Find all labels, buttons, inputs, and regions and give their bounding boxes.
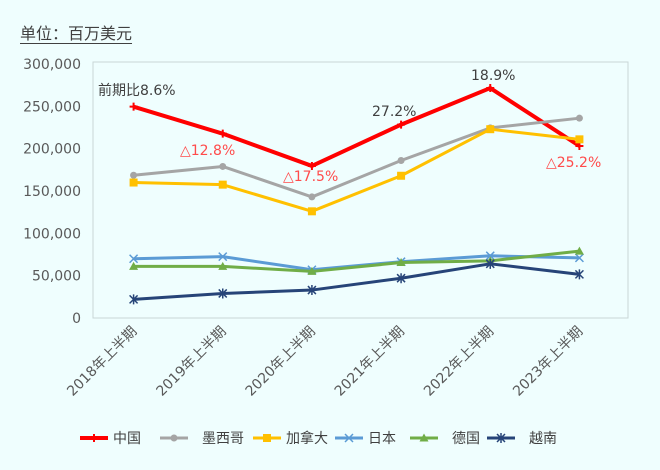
marker-triangle: [218, 261, 228, 270]
x-tick-label: 2021年上半期: [332, 324, 408, 400]
x-tick-label: 2019年上半期: [153, 324, 229, 400]
marker-star: [485, 258, 495, 269]
y-tick-label: 250,000: [23, 99, 81, 115]
marker-circle: [397, 157, 405, 165]
x-tick-label: 2023年上半期: [510, 324, 586, 400]
series-line: [133, 116, 580, 199]
annotation-label: △25.2%: [546, 155, 601, 171]
legend-label: 墨西哥: [202, 431, 244, 447]
legend-label: 日本: [368, 431, 396, 447]
marker-circle: [219, 162, 227, 170]
x-tick-label: 2022年上半期: [421, 324, 497, 400]
legend-item: 德国: [410, 431, 480, 447]
plot-area: [92, 61, 629, 319]
unit-label: 单位：百万美元: [20, 24, 133, 43]
marker-star: [574, 269, 584, 280]
y-tick-label: 300,000: [23, 57, 81, 73]
marker-plus: [218, 129, 227, 138]
series-2: [129, 125, 584, 216]
series-line: [133, 86, 581, 168]
annotation-label: 27.2%: [372, 104, 416, 120]
annotation-label: 前期比8.6%: [98, 82, 176, 99]
marker-square: [575, 135, 584, 144]
marker-square: [129, 178, 138, 187]
legend-item: 越南: [487, 431, 557, 447]
y-tick-label: 150,000: [23, 184, 81, 200]
marker-square: [218, 180, 227, 189]
series-line: [133, 262, 580, 301]
annotation-label: 18.9%: [471, 68, 515, 84]
marker-circle: [130, 171, 138, 179]
annotation-label: △12.8%: [180, 143, 235, 159]
marker-square: [397, 171, 406, 180]
legend-label: 德国: [452, 431, 480, 447]
series-line: [133, 127, 580, 213]
annotation-label: △17.5%: [283, 169, 338, 185]
marker-star: [496, 433, 506, 443]
y-tick-label: 0: [72, 311, 81, 327]
legend-item: 墨西哥: [160, 431, 244, 447]
marker-x: [129, 254, 139, 264]
marker-plus: [129, 102, 138, 111]
y-tick-label: 50,000: [32, 269, 81, 285]
marker-square: [486, 125, 495, 134]
marker-circle: [308, 193, 316, 201]
marker-x: [485, 251, 495, 261]
marker-plus: [397, 120, 406, 129]
y-tick-label: 100,000: [23, 226, 81, 242]
marker-plus: [307, 161, 316, 170]
legend-label: 加拿大: [286, 430, 328, 447]
y-tick-label: 200,000: [23, 142, 81, 158]
x-tick-label: 2018年上半期: [64, 324, 140, 400]
x-tick-label: 2020年上半期: [243, 324, 319, 400]
marker-star: [129, 294, 139, 305]
legend-item: 日本: [335, 431, 396, 447]
marker-star: [307, 285, 317, 296]
marker-triangle: [419, 433, 429, 442]
marker-x: [344, 433, 354, 443]
marker-triangle: [129, 261, 139, 270]
legend-label: 中国: [113, 431, 141, 447]
marker-triangle: [574, 246, 584, 255]
series-3: [129, 251, 584, 275]
marker-triangle: [396, 258, 406, 267]
marker-star: [396, 273, 406, 284]
marker-x: [574, 253, 584, 263]
marker-square: [263, 434, 271, 442]
legend-item: 中国: [80, 431, 141, 447]
marker-x: [218, 252, 228, 262]
series-4: [129, 246, 584, 275]
series-line: [133, 249, 580, 273]
legend-label: 越南: [529, 431, 557, 447]
marker-triangle: [307, 266, 317, 275]
marker-square: [307, 207, 316, 216]
legend-item: 加拿大: [253, 430, 328, 447]
marker-plus: [90, 434, 98, 442]
marker-circle: [575, 114, 583, 122]
marker-circle: [170, 434, 178, 442]
marker-plus: [486, 84, 495, 93]
series-5: [129, 258, 584, 305]
marker-star: [218, 288, 228, 299]
